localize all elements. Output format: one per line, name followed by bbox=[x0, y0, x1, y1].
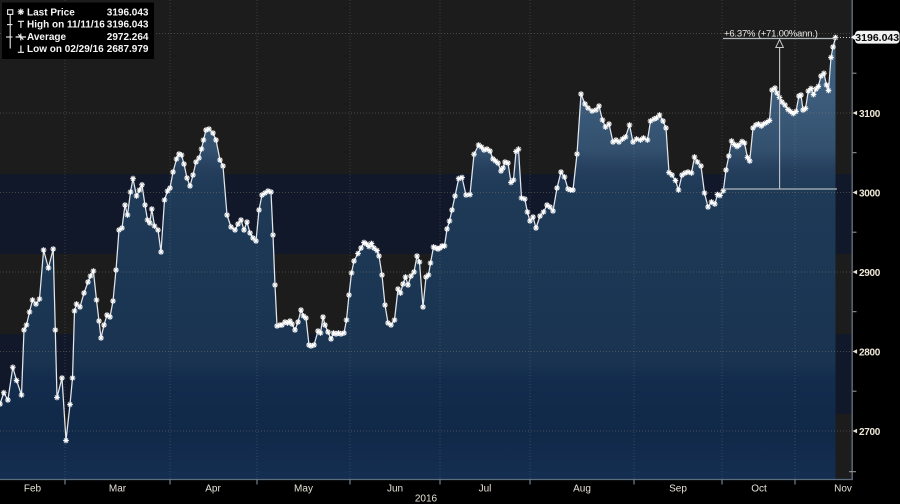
svg-text:Jul: Jul bbox=[479, 484, 492, 495]
svg-text:2972.264: 2972.264 bbox=[107, 32, 149, 43]
svg-text:+6.37% (+71.00%ann.): +6.37% (+71.00%ann.) bbox=[724, 29, 818, 40]
svg-text:3000: 3000 bbox=[859, 188, 881, 199]
svg-text:3100: 3100 bbox=[859, 109, 881, 120]
svg-text:2700: 2700 bbox=[859, 427, 881, 438]
svg-text:High on 11/11/16: High on 11/11/16 bbox=[27, 20, 105, 31]
svg-text:Low on 02/29/16: Low on 02/29/16 bbox=[27, 44, 104, 55]
svg-text:2016: 2016 bbox=[415, 494, 438, 504]
svg-text:Oct: Oct bbox=[751, 484, 767, 495]
svg-text:3196.043: 3196.043 bbox=[855, 32, 899, 44]
svg-text:Mar: Mar bbox=[109, 484, 127, 495]
svg-text:Sep: Sep bbox=[669, 484, 687, 495]
svg-text:2800: 2800 bbox=[859, 347, 881, 358]
svg-text:3196.043: 3196.043 bbox=[107, 7, 149, 18]
svg-text:Last Price: Last Price bbox=[27, 7, 75, 18]
svg-text:2900: 2900 bbox=[859, 268, 881, 279]
svg-text:Nov: Nov bbox=[834, 484, 852, 495]
svg-text:Feb: Feb bbox=[24, 484, 42, 495]
svg-text:Jun: Jun bbox=[387, 484, 403, 495]
svg-text:Average: Average bbox=[27, 32, 67, 43]
svg-text:3196.043: 3196.043 bbox=[107, 20, 149, 31]
svg-text:Apr: Apr bbox=[205, 484, 221, 495]
svg-text:May: May bbox=[294, 484, 313, 495]
svg-text:Aug: Aug bbox=[573, 484, 591, 495]
svg-text:2687.979: 2687.979 bbox=[107, 44, 149, 55]
